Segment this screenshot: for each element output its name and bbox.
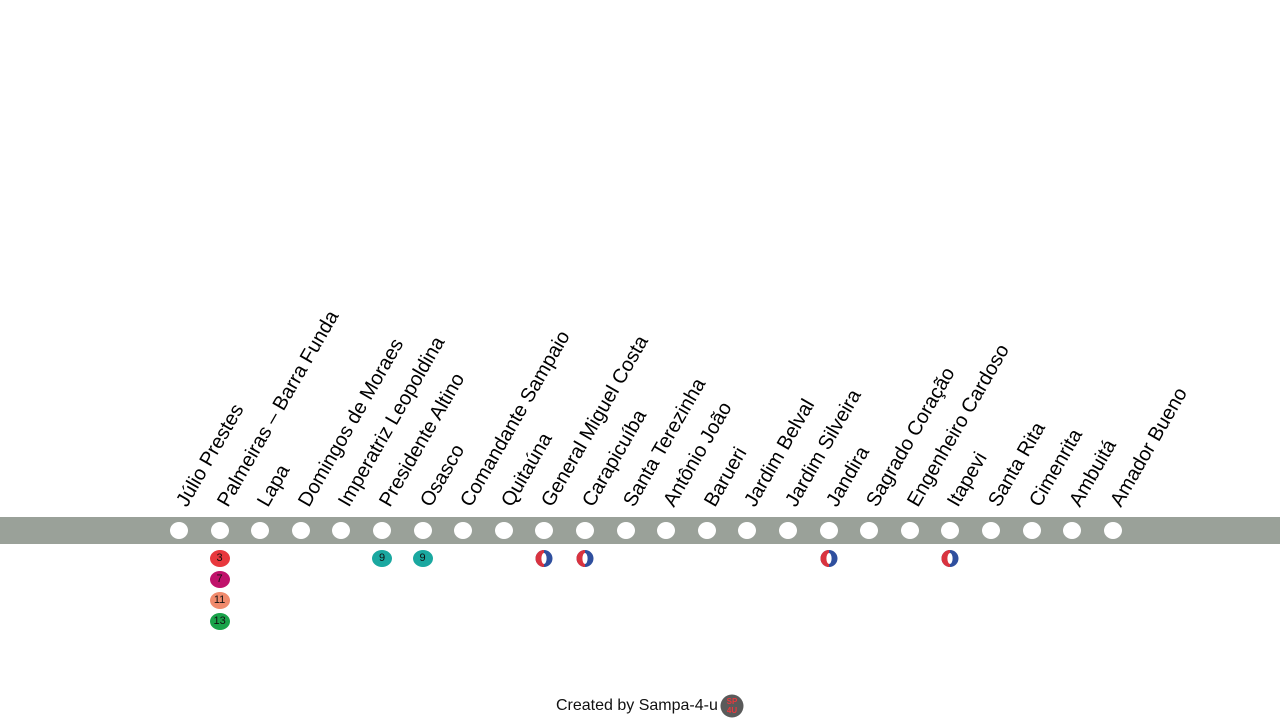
station-dot: [738, 522, 757, 539]
station-dot: [1022, 522, 1041, 539]
station-dot: [576, 522, 594, 539]
station-dot: [900, 522, 919, 539]
station-dot: [373, 522, 391, 539]
station-dot: [941, 522, 960, 539]
station-label: Lapa: [253, 460, 295, 511]
connection-badge: 9: [412, 550, 433, 567]
line-bar: [0, 517, 1280, 544]
station-dot: [657, 522, 676, 539]
station-dot: [454, 522, 473, 539]
station-dot: [779, 522, 797, 539]
emtu-bus-icon: [575, 550, 595, 567]
footer: Created by Sampa-4-u SP 4U: [556, 694, 745, 718]
connection-badge: 9: [372, 550, 392, 567]
emtu-bus-icon: [818, 550, 839, 567]
station-dot: [1063, 522, 1082, 539]
connection-badge: 13: [209, 613, 230, 630]
svg-text:4U: 4U: [727, 706, 737, 715]
emtu-bus-icon: [940, 550, 961, 567]
station-dot: [170, 522, 188, 539]
station-dot: [210, 522, 229, 539]
station-dot: [535, 522, 554, 539]
connection-badge: 11: [209, 592, 230, 609]
station-dot: [697, 522, 716, 539]
footer-credit: Created by Sampa-4-u: [556, 697, 718, 714]
station-dot: [332, 522, 351, 539]
station-dot: [1103, 522, 1122, 539]
sampa-4-u-logo-icon: SP 4U: [719, 694, 745, 718]
station-dot: [819, 522, 838, 539]
station-dot: [860, 522, 879, 539]
station-dot: [494, 522, 513, 539]
svg-text:SP: SP: [727, 697, 738, 706]
connection-badge: 7: [209, 571, 230, 588]
station-dot: [291, 522, 310, 539]
station-dot: [251, 522, 270, 539]
connection-badge: 3: [209, 550, 230, 567]
emtu-bus-icon: [534, 550, 555, 567]
station-dot: [982, 522, 1000, 539]
station-dot: [616, 522, 635, 539]
station-dot: [413, 522, 432, 539]
